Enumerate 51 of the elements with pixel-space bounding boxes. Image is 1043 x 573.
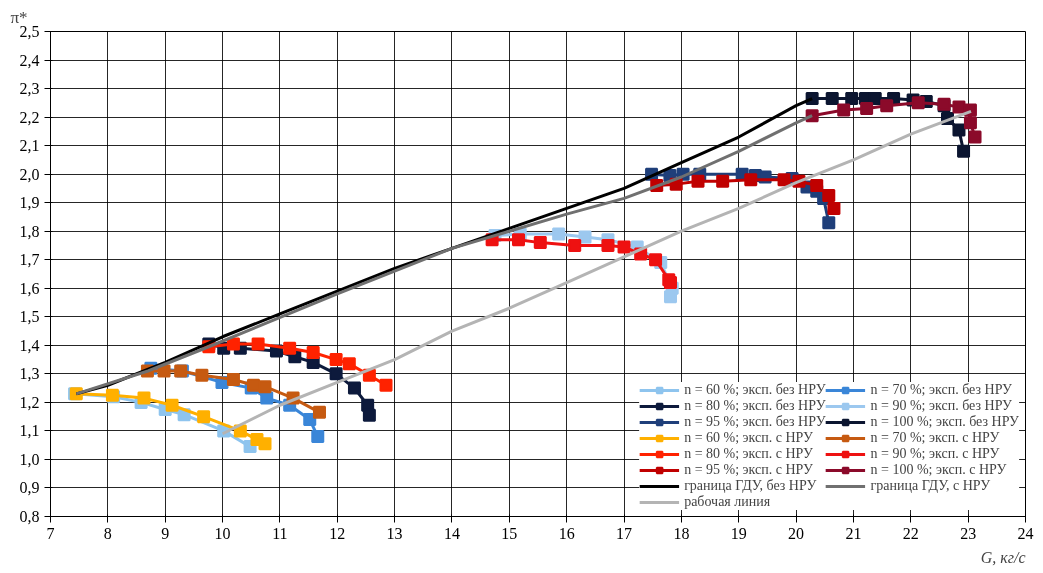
legend-label: рабочая линия bbox=[684, 494, 771, 510]
legend-label: граница ГДУ, без НРУ bbox=[684, 478, 817, 494]
x-tick-label: 10 bbox=[214, 524, 231, 542]
y-tick-label: 2,1 bbox=[19, 137, 40, 155]
y-tick-label: 1,5 bbox=[19, 308, 40, 326]
y-tick-label: 2,3 bbox=[19, 80, 40, 98]
y-tick-label: 1,7 bbox=[19, 251, 40, 269]
legend-label: n = 60 %; эксп. без НРУ bbox=[684, 382, 826, 398]
x-tick-label: 22 bbox=[902, 524, 919, 542]
x-tick-label: 24 bbox=[1017, 524, 1034, 542]
legend-label: n = 90 %; эксп. с НРУ bbox=[870, 446, 1000, 462]
x-tick-label: 19 bbox=[730, 524, 747, 542]
legend-label: n = 80 %; эксп. без НРУ bbox=[684, 398, 826, 414]
y-tick-label: 2,4 bbox=[19, 51, 40, 69]
x-tick-label: 23 bbox=[960, 524, 977, 542]
legend-label: n = 100 %; эксп. с НРУ bbox=[870, 462, 1007, 478]
legend-label: n = 80 %; эксп. с НРУ bbox=[684, 446, 813, 462]
y-tick-label: 1,2 bbox=[19, 393, 40, 411]
x-axis-title: G, кг/с bbox=[980, 548, 1026, 566]
y-tick-label: 1,1 bbox=[19, 422, 40, 440]
y-tick-label: 1,6 bbox=[19, 279, 40, 297]
x-tick-label: 9 bbox=[161, 524, 170, 542]
y-tick-label: 1,8 bbox=[19, 222, 40, 240]
x-tick-label: 13 bbox=[386, 524, 403, 542]
x-tick-label: 7 bbox=[46, 524, 55, 542]
x-tick-label: 16 bbox=[558, 524, 575, 542]
x-tick-label: 14 bbox=[443, 524, 460, 542]
legend-label: n = 60 %; эксп. с НРУ bbox=[684, 430, 813, 446]
x-tick-label: 18 bbox=[673, 524, 690, 542]
legend-label: n = 95 %; эксп. с НРУ bbox=[684, 462, 813, 478]
y-tick-label: 1,4 bbox=[19, 336, 40, 354]
y-tick-label: 0,9 bbox=[19, 479, 40, 497]
y-tick-label: 2,2 bbox=[19, 108, 40, 126]
y-tick-label: 0,8 bbox=[19, 508, 40, 525]
x-tick-label: 8 bbox=[103, 524, 112, 542]
x-tick-label: 15 bbox=[501, 524, 518, 542]
legend-label: граница ГДУ, с НРУ bbox=[870, 478, 991, 494]
y-tick-label: 1,9 bbox=[19, 194, 40, 212]
legend-label: n = 70 %; эксп. без НРУ bbox=[870, 382, 1012, 398]
legend-label: n = 70 %; эксп. с НРУ bbox=[870, 430, 1000, 446]
y-tick-label: 2,0 bbox=[19, 165, 40, 183]
legend-label: n = 95 %; эксп. без НРУ bbox=[684, 414, 826, 430]
x-tick-label: 11 bbox=[272, 524, 288, 542]
legend-label: n = 90 %; эксп. без НРУ bbox=[870, 398, 1012, 414]
y-tick-label: 1,3 bbox=[19, 365, 40, 383]
x-tick-label: 12 bbox=[329, 524, 346, 542]
legend-label: n = 100 %; эксп. без НРУ bbox=[870, 414, 1019, 430]
x-tick-label: 17 bbox=[616, 524, 633, 542]
y-tick-label: 1,0 bbox=[19, 450, 40, 468]
x-tick-label: 21 bbox=[845, 524, 862, 542]
x-tick-label: 20 bbox=[788, 524, 805, 542]
